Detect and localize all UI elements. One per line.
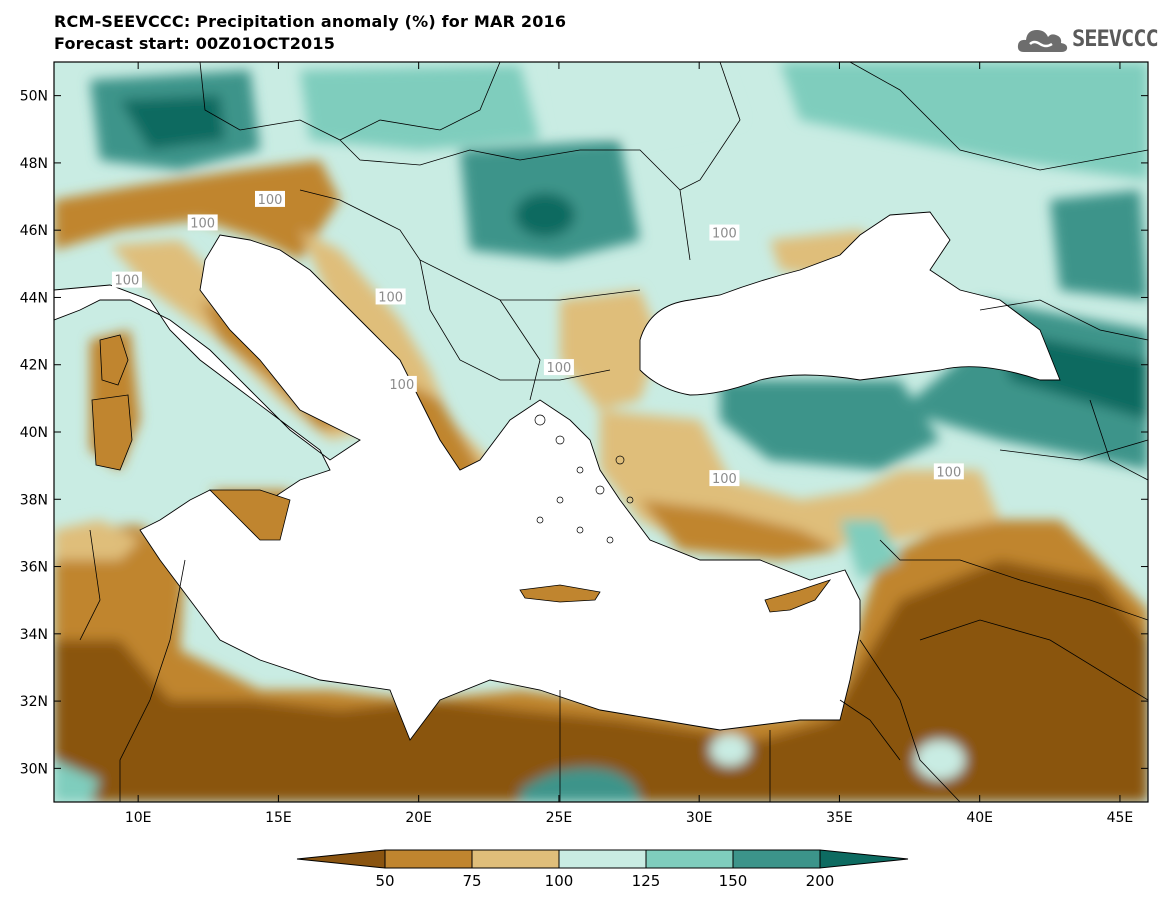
colorbar-swatch — [384, 849, 473, 869]
lon-tick-label: 10E — [125, 810, 152, 826]
lat-tick-label: 46N — [20, 223, 48, 239]
sardinia-island — [91, 394, 133, 471]
seevccc-logo: SEEVCCC — [1016, 20, 1159, 60]
lon-tick-label: 45E — [1107, 810, 1134, 826]
svg-text:100: 100 — [378, 290, 403, 305]
aegean-islands — [534, 414, 634, 544]
colorbar-swatch — [819, 849, 909, 869]
colorbar-level-label: 100 — [545, 872, 574, 890]
contour-label-100: 100 — [543, 359, 574, 376]
colorbar-level-label: 125 — [632, 872, 661, 890]
lat-tick-label: 38N — [20, 492, 48, 508]
contour-label-100: 100 — [709, 470, 740, 487]
forecast-start-label: Forecast start: 00Z01OCT2015 — [54, 34, 336, 53]
colorbar-level-label: 150 — [719, 872, 748, 890]
contour-label-100: 100 — [187, 214, 218, 231]
contour-labels: 100 100 100 100 100 100 100 100 100 — [111, 190, 964, 487]
cyprus-island — [764, 579, 832, 613]
colorbar-swatch — [645, 849, 734, 869]
country-borders — [79, 62, 1148, 802]
logo-text: SEEVCCC — [1072, 27, 1159, 52]
colorbar-level-label: 75 — [462, 872, 481, 890]
sea-mask — [54, 211, 1061, 741]
lon-tick-label: 30E — [686, 810, 713, 826]
contour-label-100: 100 — [254, 190, 285, 208]
lat-tick-label: 32N — [20, 694, 48, 710]
svg-text:100: 100 — [712, 227, 737, 242]
lat-tick-label: 40N — [20, 425, 48, 441]
colorbar-level-label: 200 — [806, 872, 835, 890]
contour-label-100: 100 — [386, 375, 417, 393]
latitude-axis: 50N 48N 46N 44N 42N 40N 38N 36N 34N 32N 30N — [20, 89, 1148, 777]
crete-island — [519, 584, 601, 603]
colorbar: 50 75 100 125 150 200 — [296, 849, 909, 890]
lat-tick-label: 48N — [20, 156, 48, 172]
lat-tick-label: 34N — [20, 627, 48, 643]
colorbar-swatch — [558, 849, 647, 869]
lat-tick-label: 50N — [20, 89, 48, 105]
svg-text:100: 100 — [115, 274, 140, 289]
lat-tick-label: 36N — [20, 560, 48, 576]
lon-tick-label: 20E — [405, 810, 432, 826]
svg-text:100: 100 — [547, 361, 572, 376]
sicily-island — [209, 489, 291, 541]
colorbar-swatch — [732, 849, 821, 869]
longitude-axis: 10E 15E 20E 25E 30E 35E 40E 45E — [125, 62, 1133, 826]
colorbar-level-label: 50 — [375, 872, 394, 890]
lat-tick-label: 42N — [20, 358, 48, 374]
contour-label-100: 100 — [709, 224, 740, 242]
svg-text:100: 100 — [190, 216, 215, 231]
contour-label-100: 100 — [933, 463, 964, 480]
svg-text:100: 100 — [712, 472, 737, 487]
lon-tick-label: 25E — [546, 810, 573, 826]
lon-tick-label: 15E — [265, 810, 292, 826]
contour-label-100: 100 — [111, 271, 142, 289]
map-field — [54, 62, 1148, 802]
map-title: RCM-SEEVCCC: Precipitation anomaly (%) f… — [54, 12, 567, 31]
colorbar-swatch — [471, 849, 560, 869]
svg-text:100: 100 — [389, 378, 414, 393]
colorbar-swatch — [296, 849, 386, 869]
lat-tick-label: 44N — [20, 290, 48, 306]
contour-label-100: 100 — [375, 288, 406, 305]
lat-tick-label: 30N — [20, 761, 48, 777]
lon-tick-label: 35E — [826, 810, 853, 826]
svg-text:100: 100 — [936, 465, 961, 480]
lon-tick-label: 40E — [966, 810, 993, 826]
corsica-island — [99, 334, 129, 386]
cloud-logo-icon — [1017, 30, 1068, 52]
svg-text:100: 100 — [258, 193, 283, 208]
